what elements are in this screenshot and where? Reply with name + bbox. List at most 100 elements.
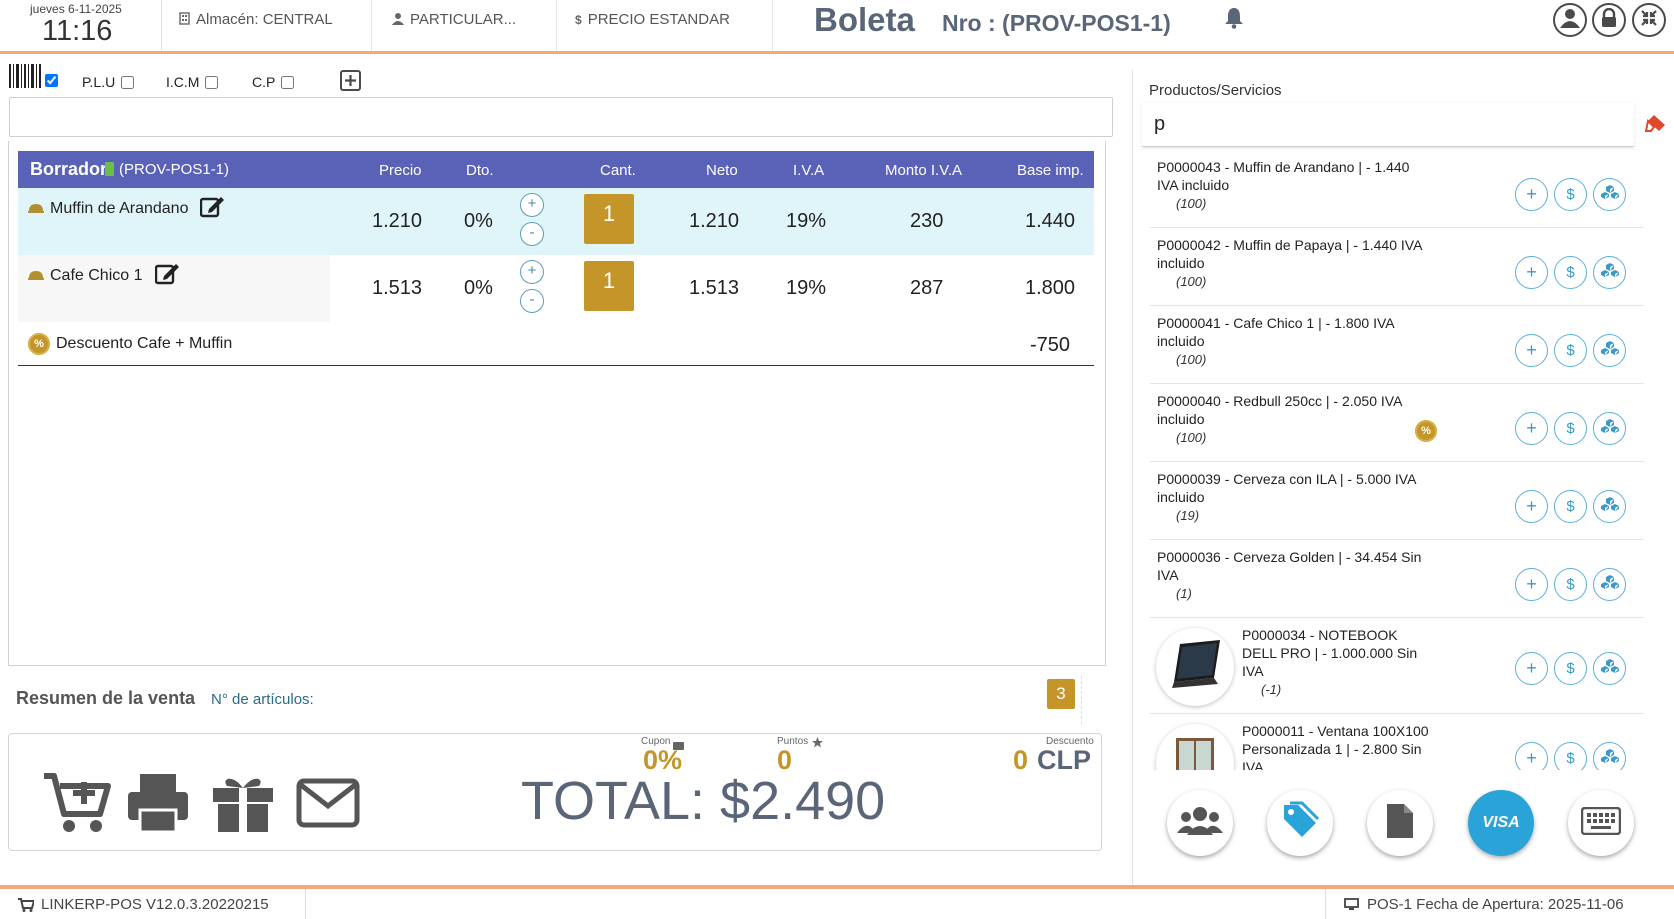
- price-product-button[interactable]: $: [1554, 334, 1587, 367]
- add-product-button[interactable]: +: [1515, 334, 1548, 367]
- tags-icon: [1280, 801, 1320, 846]
- user-icon: [392, 12, 404, 28]
- product-stock: (19): [1176, 508, 1200, 523]
- add-square-button[interactable]: [340, 70, 361, 96]
- stock-product-button[interactable]: [1593, 412, 1626, 445]
- points-label: Puntos: [777, 736, 809, 747]
- add-product-button[interactable]: +: [1515, 742, 1548, 770]
- increase-qty-button[interactable]: +: [520, 260, 544, 284]
- visa-payment-button[interactable]: VISA: [1468, 790, 1534, 856]
- status-bar: LINKERP-POS V12.0.3.20220215 POS-1 Fecha…: [0, 885, 1674, 919]
- order-item-qty[interactable]: 1: [584, 194, 634, 244]
- stock-product-button[interactable]: [1593, 490, 1626, 523]
- cp-checkbox[interactable]: [281, 75, 295, 89]
- edit-icon[interactable]: [200, 194, 226, 223]
- add-product-button[interactable]: +: [1515, 412, 1548, 445]
- add-product-button[interactable]: +: [1515, 256, 1548, 289]
- gift-icon: [211, 778, 275, 838]
- price-list-selector[interactable]: $ PRECIO ESTANDAR: [575, 11, 730, 28]
- stock-product-button[interactable]: [1593, 652, 1626, 685]
- add-to-cart-button[interactable]: [42, 770, 112, 836]
- dollar-icon: $: [1566, 660, 1575, 677]
- price-product-button[interactable]: $: [1554, 568, 1587, 601]
- product-item[interactable]: P0000011 - Ventana 100X100 Personalizada…: [1150, 714, 1644, 770]
- price-product-button[interactable]: $: [1554, 256, 1587, 289]
- stock-product-button[interactable]: [1593, 742, 1626, 770]
- order-item-qty[interactable]: 1: [584, 261, 634, 311]
- warehouse-label: Almacén: CENTRAL: [196, 11, 333, 28]
- order-item-vat-amount: 287: [910, 277, 944, 299]
- icm-checkbox[interactable]: [205, 75, 219, 89]
- barcode-input[interactable]: [9, 97, 1113, 137]
- cloche-icon: [28, 267, 44, 285]
- coupon-label: Cupon: [641, 736, 671, 747]
- users-icon: [1177, 805, 1223, 842]
- product-item[interactable]: P0000042 - Muffin de Papaya | - 1.440 IV…: [1150, 228, 1644, 306]
- product-stock: (1): [1176, 586, 1192, 601]
- user-profile-button[interactable]: [1553, 3, 1587, 37]
- warehouse-selector[interactable]: Almacén: CENTRAL: [179, 11, 333, 28]
- date-label: jueves 6-11-2025: [30, 2, 122, 16]
- plu-checkbox[interactable]: [121, 75, 135, 89]
- customer-selector[interactable]: PARTICULAR...: [392, 11, 516, 28]
- stock-product-button[interactable]: [1593, 568, 1626, 601]
- plus-icon: +: [1526, 496, 1537, 516]
- order-row[interactable]: Muffin de Arandano 1.210 0% + - 1 1.210 …: [18, 188, 1094, 255]
- stock-product-button[interactable]: [1593, 256, 1626, 289]
- add-product-button[interactable]: +: [1515, 652, 1548, 685]
- product-item[interactable]: P0000039 - Cerveza con ILA | - 5.000 IVA…: [1150, 462, 1644, 540]
- plu-label: P.L.U: [82, 74, 116, 90]
- price-product-button[interactable]: $: [1554, 412, 1587, 445]
- barcode-checkbox[interactable]: [45, 74, 58, 87]
- price-product-button[interactable]: $: [1554, 490, 1587, 523]
- dollar-icon: $: [1566, 420, 1575, 437]
- product-search-input[interactable]: [1142, 103, 1634, 147]
- add-product-button[interactable]: +: [1515, 568, 1548, 601]
- discount-total-label: Descuento: [1046, 736, 1094, 747]
- product-item[interactable]: P0000034 - NOTEBOOK DELL PRO | - 1.000.0…: [1150, 618, 1644, 714]
- product-text: P0000039 - Cerveza con ILA | - 5.000 IVA…: [1157, 471, 1416, 505]
- product-item[interactable]: P0000040 - Redbull 250cc | - 2.050 IVA i…: [1150, 384, 1644, 462]
- lock-icon: [1600, 7, 1618, 33]
- dollar-icon: $: [1566, 750, 1575, 767]
- email-button[interactable]: [296, 770, 366, 836]
- add-product-button[interactable]: +: [1515, 490, 1548, 523]
- dollar-icon: $: [1566, 498, 1575, 515]
- order-item-discount: 0%: [464, 210, 493, 232]
- file-icon: [1385, 802, 1415, 845]
- price-product-button[interactable]: $: [1554, 742, 1587, 770]
- cart-icon: [18, 898, 36, 917]
- tags-button[interactable]: [1267, 790, 1333, 856]
- price-product-button[interactable]: $: [1554, 178, 1587, 211]
- exit-fullscreen-button[interactable]: [1632, 3, 1666, 37]
- product-thumbnail: [1156, 628, 1234, 706]
- icm-option: I.C.M: [166, 74, 219, 90]
- gift-button[interactable]: [211, 770, 281, 836]
- product-item[interactable]: P0000043 - Muffin de Arandano | - 1.440 …: [1150, 150, 1644, 228]
- eraser-icon[interactable]: [1644, 113, 1667, 138]
- plus-icon: +: [1526, 340, 1537, 360]
- col-discount: Dto.: [466, 162, 494, 179]
- add-product-button[interactable]: +: [1515, 178, 1548, 211]
- price-product-button[interactable]: $: [1554, 652, 1587, 685]
- plus-icon: +: [1526, 574, 1537, 594]
- col-base: Base imp.: [1017, 162, 1084, 179]
- print-button[interactable]: [126, 770, 196, 836]
- product-item[interactable]: P0000036 - Cerveza Golden | - 34.454 Sin…: [1150, 540, 1644, 618]
- cloche-icon: [28, 200, 44, 218]
- increase-qty-button[interactable]: +: [520, 193, 544, 217]
- bell-icon[interactable]: [1224, 7, 1244, 34]
- order-item-base: 1.800: [1025, 277, 1076, 299]
- stock-product-button[interactable]: [1593, 178, 1626, 211]
- edit-icon[interactable]: [154, 261, 181, 290]
- order-row[interactable]: Cafe Chico 1 1.513 0% + - 1 1.513 19% 28…: [18, 255, 1094, 322]
- customers-button[interactable]: [1167, 790, 1233, 856]
- product-item[interactable]: P0000041 - Cafe Chico 1 | - 1.800 IVA in…: [1150, 306, 1644, 384]
- lock-button[interactable]: [1592, 3, 1626, 37]
- cubes-icon: [1600, 340, 1619, 361]
- decrease-qty-button[interactable]: -: [520, 222, 544, 246]
- stock-product-button[interactable]: [1593, 334, 1626, 367]
- decrease-qty-button[interactable]: -: [520, 289, 544, 313]
- document-button[interactable]: [1367, 790, 1433, 856]
- keyboard-button[interactable]: [1568, 790, 1634, 856]
